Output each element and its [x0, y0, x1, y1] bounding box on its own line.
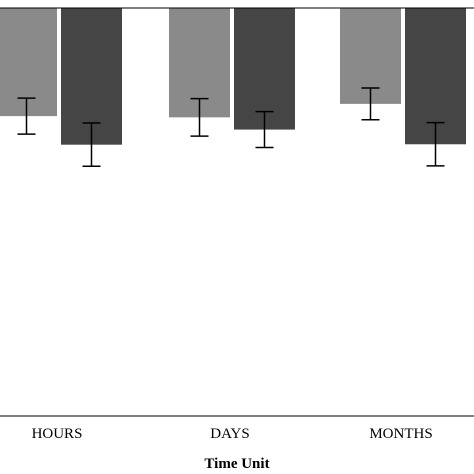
x-tick-label-hours: HOURS	[32, 426, 83, 442]
x-tick-labels: HOURS DAYS MONTHS	[32, 426, 433, 442]
error-bar-hours-series-2	[82, 122, 101, 168]
bar-months-series-2	[405, 8, 466, 145]
x-tick-label-months: MONTHS	[369, 426, 432, 442]
error-bar-months-series-1	[361, 87, 380, 121]
error-bar-hours-series-1	[17, 97, 36, 135]
bar-hours-series-1	[0, 8, 57, 117]
x-axis-title: Time Unit	[204, 456, 269, 472]
bar-days-series-2	[234, 8, 295, 130]
bars	[0, 8, 466, 145]
error-bar-months-series-2	[426, 121, 445, 167]
error-bars	[17, 87, 445, 168]
error-bar-days-series-2	[255, 110, 274, 149]
x-tick-label-days: DAYS	[210, 426, 249, 442]
error-bar-days-series-1	[190, 97, 209, 137]
bar-hours-series-2	[61, 8, 122, 145]
